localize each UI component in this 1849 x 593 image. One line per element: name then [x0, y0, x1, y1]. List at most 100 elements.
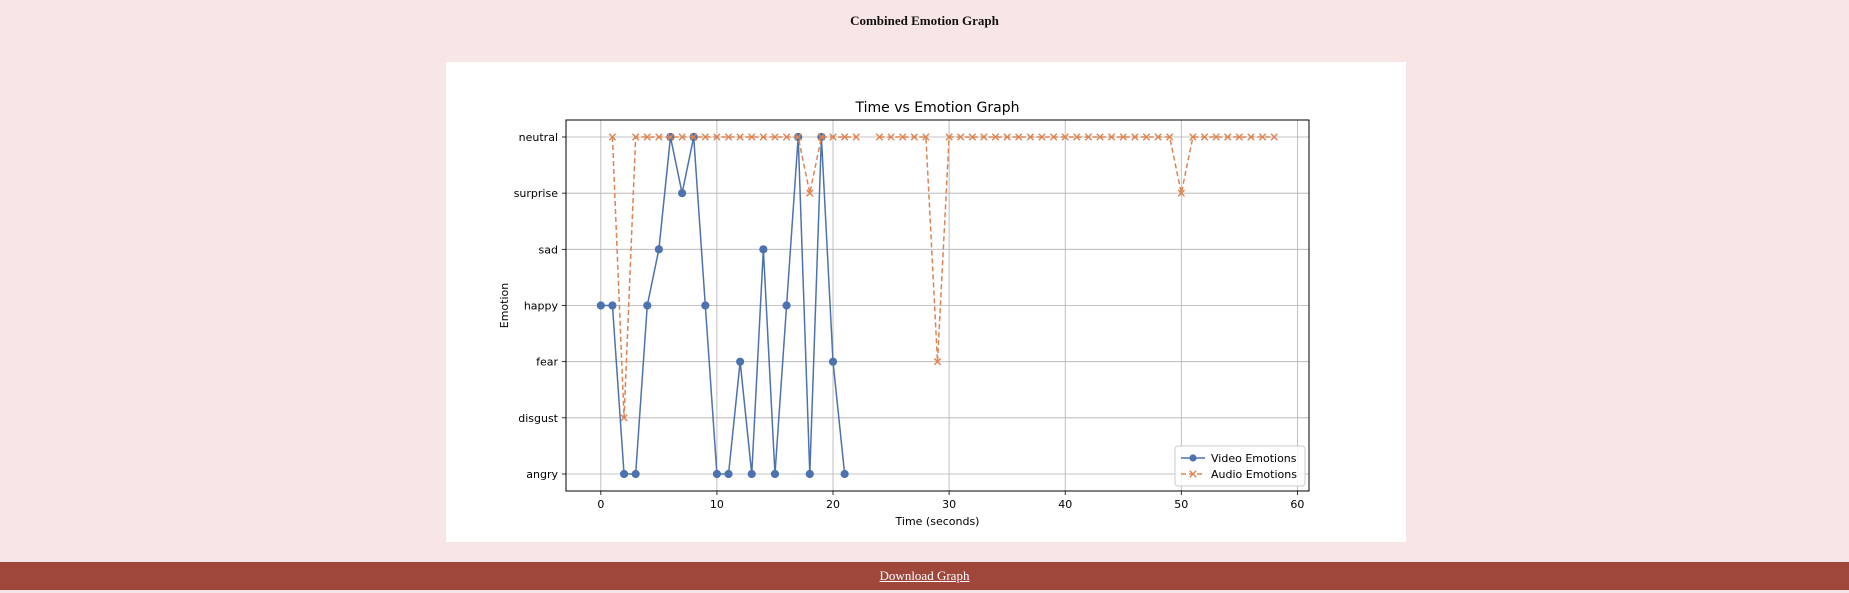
y-axis-label: Emotion	[498, 283, 511, 328]
data-point-stroke	[887, 133, 895, 141]
data-point-stroke	[1015, 133, 1023, 141]
y-tick-label: neutral	[519, 131, 558, 144]
data-point-stroke	[643, 133, 651, 141]
data-point	[655, 133, 663, 141]
data-point	[991, 133, 1000, 141]
data-point-stroke	[713, 133, 721, 141]
data-point	[748, 133, 756, 141]
data-point	[596, 301, 605, 310]
data-point	[1061, 133, 1069, 141]
series-line-audio-emotions	[611, 136, 857, 418]
data-point-stroke	[910, 133, 918, 141]
data-point	[724, 133, 733, 141]
data-point	[1142, 133, 1151, 141]
series-line-video-emotions	[600, 136, 846, 475]
data-point	[957, 133, 965, 141]
y-tick-label: happy	[524, 300, 559, 313]
data-point	[631, 469, 640, 479]
x-tick-label: 10	[710, 498, 724, 511]
data-point	[1247, 133, 1255, 141]
data-point	[643, 301, 652, 310]
data-point	[1154, 133, 1162, 141]
data-point	[1096, 133, 1104, 141]
data-point	[666, 133, 675, 141]
download-graph-link[interactable]: Download Graph	[879, 568, 970, 583]
x-tick-label: 50	[1174, 498, 1188, 511]
legend-box	[1174, 445, 1306, 487]
data-point	[701, 301, 710, 310]
data-point-stroke	[817, 133, 826, 141]
data-point-stroke	[933, 357, 942, 366]
data-point-stroke	[1142, 133, 1151, 141]
data-point	[922, 133, 930, 141]
data-point	[840, 469, 849, 479]
emotion-chart: 0 10 20 30 40 50 60 angry disgust fear happy sad sur…	[498, 100, 1310, 528]
data-point	[643, 133, 651, 141]
data-point	[736, 133, 744, 141]
data-point-stroke	[794, 133, 802, 141]
data-point	[1084, 133, 1093, 141]
data-point	[1189, 133, 1197, 141]
data-point	[829, 133, 837, 141]
x-axis-label: Time (seconds)	[895, 515, 980, 528]
x-tick-label: 30	[942, 498, 956, 511]
data-point-stroke	[1235, 133, 1244, 141]
x-tick-label: 60	[1290, 498, 1304, 511]
data-point	[1038, 133, 1046, 141]
data-point-stroke	[1189, 133, 1197, 141]
data-point	[887, 133, 895, 141]
data-point-stroke	[806, 189, 814, 197]
data-point	[1026, 133, 1035, 141]
data-point	[1049, 133, 1058, 141]
data-point	[840, 133, 849, 141]
data-point-stroke	[968, 133, 977, 141]
data-point-stroke	[852, 133, 860, 141]
chart-title: Time vs Emotion Graph	[854, 100, 1019, 116]
data-point-stroke	[678, 133, 686, 141]
data-point	[771, 133, 779, 141]
data-point-stroke	[620, 414, 628, 422]
data-point-stroke	[748, 133, 756, 141]
data-point	[759, 133, 768, 141]
data-point	[713, 133, 721, 141]
data-point	[770, 469, 780, 479]
data-point-stroke	[690, 133, 698, 141]
data-point	[782, 133, 791, 141]
data-point	[980, 133, 988, 141]
chart-legend: Video Emotions Audio Emotions	[1174, 445, 1306, 487]
data-point-stroke	[655, 133, 663, 141]
data-point	[1224, 133, 1232, 141]
graph-card: 0 10 20 30 40 50 60 angry disgust fear happy sad sur…	[446, 62, 1406, 542]
data-point-stroke	[1061, 133, 1069, 141]
data-point-stroke	[782, 133, 791, 141]
data-point-stroke	[1270, 133, 1278, 141]
data-point	[736, 357, 745, 366]
data-point	[782, 301, 791, 310]
data-point-stroke	[1038, 133, 1046, 141]
x-tick-label: 40	[1058, 498, 1072, 511]
legend-label-audio: Audio Emotions	[1211, 468, 1297, 481]
data-point	[852, 133, 860, 141]
footer-bar: Download Graph	[0, 562, 1849, 590]
data-point	[724, 469, 733, 479]
data-point	[1003, 133, 1011, 141]
data-point	[608, 133, 617, 141]
data-point	[678, 133, 686, 141]
data-point	[620, 414, 628, 422]
data-point	[968, 133, 977, 141]
data-point-stroke	[829, 133, 837, 141]
data-point	[805, 469, 814, 479]
legend-marker-circle	[1189, 454, 1197, 462]
data-point-stroke	[1200, 133, 1209, 141]
data-point-stroke	[631, 133, 640, 141]
data-point-stroke	[1084, 133, 1093, 141]
data-point	[898, 133, 907, 141]
y-tick-label: disgust	[518, 412, 558, 425]
y-tick-label: fear	[536, 356, 558, 369]
data-point	[654, 245, 663, 254]
data-point-stroke	[957, 133, 965, 141]
data-point	[806, 189, 814, 197]
data-point	[608, 301, 617, 310]
data-point-stroke	[1177, 189, 1185, 197]
data-point	[1177, 189, 1185, 197]
